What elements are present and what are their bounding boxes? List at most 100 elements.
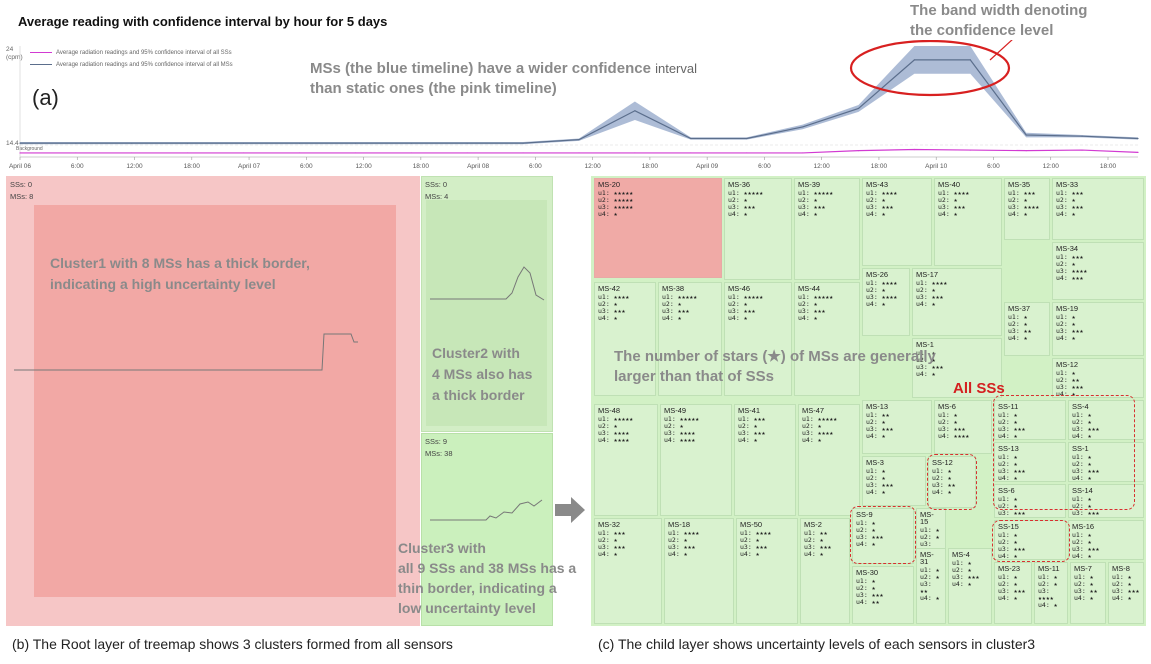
uncertainty-stars: u1: ★★ xyxy=(866,411,890,419)
x-tick-label: April 07 xyxy=(238,163,260,170)
uncertainty-stars: u4: ★ xyxy=(866,300,886,308)
sensor-name: MS-7 xyxy=(1074,564,1092,573)
sensor-cell-ms-40[interactable]: MS-40 u1: ★★★★ u2: ★ u3: ★★★ u4: ★ xyxy=(934,178,1002,266)
sensor-cell-ms-42[interactable]: MS-42 u1: ★★★★ u2: ★ u3: ★★★ u4: ★ xyxy=(594,282,656,396)
sensor-cell-ms-17[interactable]: MS-17 u1: ★★★★ u2: ★ u3: ★★★ u4: ★ xyxy=(912,268,1002,336)
x-tick-label: 12:00 xyxy=(355,163,372,170)
drilldown-arrow-icon xyxy=(555,497,585,523)
uncertainty-stars: u1: ★ xyxy=(998,531,1018,539)
sensor-cell-ms-46[interactable]: MS-46 u1: ★★★★★ u2: ★ u3: ★★★ u4: ★ xyxy=(724,282,792,396)
uncertainty-stars: u1: ★★★★★ xyxy=(728,293,764,301)
sensor-name: SS-13 xyxy=(998,444,1019,453)
sensor-cell-ms-13[interactable]: MS-13 u1: ★★ u2: ★ u3: ★★★ u4: ★ xyxy=(862,400,932,454)
sensor-cell-ms-50[interactable]: MS-50 u1: ★★★★ u2: ★ u3: ★★★ u4: ★ xyxy=(736,518,798,624)
legend-ss-swatch xyxy=(30,51,52,53)
uncertainty-stars: u1: ★★★★★ xyxy=(598,189,634,197)
uncertainty-stars: u3: ★★ xyxy=(932,481,956,489)
uncertainty-stars: u3: ★★★ xyxy=(1056,383,1084,391)
ms-point xyxy=(19,142,21,144)
uncertainty-stars: u4: ★ xyxy=(998,552,1018,560)
sensor-cell-ms-2[interactable]: MS-2 u1: ★★ u2: ★ u3: ★★★ u4: ★ xyxy=(800,518,850,624)
sensor-cell-ms-26[interactable]: MS-26 u1: ★★★★ u2: ★ u3: ★★★★ u4: ★ xyxy=(862,268,910,336)
sensor-cell-ms-1[interactable]: MS-1 u1: ★ u2: ★ u3: ★★★ u4: ★ xyxy=(912,338,1002,398)
uncertainty-stars: u3: ★★★★ xyxy=(1008,203,1040,211)
sensor-cell-ss-1[interactable]: SS-1 u1: ★ u2: ★ u3: ★★★ u4: ★ xyxy=(1068,442,1144,482)
uncertainty-stars: u3: ★★★★ xyxy=(598,429,630,437)
ms-point xyxy=(857,107,860,110)
sensor-cell-ss-12[interactable]: SS-12 u1: ★ u2: ★ u3: ★★ u4: ★ xyxy=(928,456,976,508)
sensor-cell-ms-43[interactable]: MS-43 u1: ★★★★ u2: ★ u3: ★★★ u4: ★ xyxy=(862,178,932,266)
uncertainty-stars: u3: ★★ xyxy=(1008,327,1032,335)
sensor-cell-ms-36[interactable]: MS-36 u1: ★★★★★ u2: ★ u3: ★★★ u4: ★ xyxy=(724,178,792,280)
sensor-cell-ms-48[interactable]: MS-48 u1: ★★★★★ u2: ★ u3: ★★★★ u4: ★★★★ xyxy=(594,404,658,516)
sensor-cell-ms-35[interactable]: MS-35 u1: ★★★ u2: ★ u3: ★★★★ u4: ★ xyxy=(1004,178,1050,240)
sensor-cell-ms-44[interactable]: MS-44 u1: ★★★★★ u2: ★ u3: ★★★ u4: ★ xyxy=(794,282,860,396)
legend-ms-label: Average radiation readings and 95% confi… xyxy=(56,62,233,68)
sensor-cell-ms-37[interactable]: MS-37 u1: ★ u2: ★ u3: ★★ u4: ★ xyxy=(1004,302,1050,356)
series-lines-group xyxy=(19,59,1139,154)
cluster3-ms-count: MSs: 38 xyxy=(425,449,453,458)
sensor-name: MS-34 xyxy=(1056,244,1079,253)
uncertainty-stars: u1: ★ xyxy=(1008,313,1028,321)
uncertainty-stars: u3: ★★★ xyxy=(1056,327,1084,335)
cluster1-inner xyxy=(34,205,396,597)
sensor-cell-ms-38[interactable]: MS-38 u1: ★★★★★ u2: ★ u3: ★★★ u4: ★ xyxy=(658,282,722,396)
band-annotation-line2: the confidence level xyxy=(910,22,1054,39)
sensor-cell-ms-7[interactable]: MS-7 u1: ★ u2: ★ u3: ★★ u4: ★ xyxy=(1070,562,1106,624)
uncertainty-stars: u4: ★ xyxy=(866,432,886,440)
sensor-cell-ss-4[interactable]: SS-4 u1: ★ u2: ★ u3: ★★★ u4: ★ xyxy=(1068,400,1144,440)
sensor-cell-ms-19[interactable]: MS-19 u1: ★ u2: ★ u3: ★★★ u4: ★ xyxy=(1052,302,1144,356)
sensor-cell-ms-23[interactable]: MS-23 u1: ★ u2: ★ u3: ★★★ u4: ★ xyxy=(994,562,1032,624)
uncertainty-stars: u4: ★ xyxy=(998,432,1018,440)
sensor-cell-ms-6[interactable]: MS-6 u1: ★ u2: ★ u3: ★★★ u4: ★★★★ xyxy=(934,400,992,454)
uncertainty-stars: u1: ★★★★ xyxy=(668,529,700,537)
ss15-highlight xyxy=(992,520,1070,562)
sensor-cell-ms-4[interactable]: MS-4 u1: ★ u2: ★ u3: ★★★ u4: ★ xyxy=(948,548,992,624)
sensor-name: MS-36 xyxy=(728,180,751,189)
sensor-cell-ms-11[interactable]: MS-11 u1: ★ u2: ★ u3: ★★★★ u4: ★ xyxy=(1034,562,1068,624)
cluster2-note-line3: a thick border xyxy=(432,387,525,403)
uncertainty-stars: u1: ★ xyxy=(1072,495,1092,503)
ss-point xyxy=(1137,151,1139,153)
sensor-cell-ms-49[interactable]: MS-49 u1: ★★★★★ u2: ★ u3: ★★★★ u4: ★★★★ xyxy=(660,404,732,516)
sensor-cell-ms-47[interactable]: MS-47 u1: ★★★★★ u2: ★ u3: ★★★★ u4: ★ xyxy=(798,404,860,516)
uncertainty-stars: u1: ★ xyxy=(866,467,886,475)
sensor-cell-ms-20[interactable]: MS-20 u1: ★★★★★ u2: ★★★★★ u3: ★★★★★ u4: ★ xyxy=(594,178,722,278)
sensor-cell-ss-11[interactable]: SS-11 u1: ★ u2: ★ u3: ★★★ u4: ★ xyxy=(994,400,1066,440)
uncertainty-stars: u2: ★ xyxy=(740,536,760,544)
uncertainty-stars: u3: ★★★★★ xyxy=(598,203,634,211)
sensor-cell-ss-6[interactable]: SS-6u1: ★u2: ★u3: ★★★u4: ★ xyxy=(994,484,1066,518)
uncertainty-stars: u4: ★ xyxy=(802,436,822,444)
sensor-cell-ss-13[interactable]: SS-13 u1: ★ u2: ★ u3: ★★★ u4: ★ xyxy=(994,442,1066,482)
uncertainty-stars: u2: ★ xyxy=(866,196,886,204)
uncertainty-stars: u4: ★ xyxy=(916,300,936,308)
uncertainty-stars: u3: ★★★ xyxy=(998,509,1026,517)
ms-point xyxy=(969,59,971,61)
uncertainty-stars: u2: ★ xyxy=(1072,460,1092,468)
x-tick-label: 12:00 xyxy=(584,163,601,170)
uncertainty-stars: u2: ★ xyxy=(938,418,958,426)
cluster3-note-line4: low uncertainty level xyxy=(398,600,536,616)
uncertainty-stars: u3: ★★★ xyxy=(662,307,690,315)
uncertainty-stars: u1: ★★★★ xyxy=(866,279,898,287)
sensor-cell-ms-41[interactable]: MS-41 u1: ★★★ u2: ★ u3: ★★★ u4: ★ xyxy=(734,404,796,516)
sensor-cell-ms-3[interactable]: MS-3 u1: ★ u2: ★ u3: ★★★ u4: ★ xyxy=(862,456,926,506)
uncertainty-stars: u1: ★★★★★ xyxy=(798,293,834,301)
sensor-cell-ss-15[interactable]: SS-15 u1: ★ u2: ★ u3: ★★★ u4: ★ xyxy=(994,520,1066,560)
sensor-cell-ms-18[interactable]: MS-18 u1: ★★★★ u2: ★ u3: ★★★ u4: ★ xyxy=(664,518,734,624)
sensor-cell-ms-30[interactable]: MS-30 u1: ★ u2: ★ u3: ★★★ u4: ★★ xyxy=(852,566,914,624)
sensor-cell-ms-32[interactable]: MS-32 u1: ★★★ u2: ★ u3: ★★★ u4: ★ xyxy=(594,518,662,624)
sensor-cell-ms-39[interactable]: MS-39 u1: ★★★★★ u2: ★ u3: ★★★ u4: ★ xyxy=(794,178,860,280)
sensor-cell-ms-8[interactable]: MS-8 u1: ★ u2: ★ u3: ★★★ u4: ★ xyxy=(1108,562,1144,624)
sensor-cell-ms-34[interactable]: MS-34 u1: ★★★ u2: ★ u3: ★★★★ u4: ★★★ xyxy=(1052,242,1144,300)
uncertainty-stars: u2: ★ xyxy=(1112,580,1132,588)
uncertainty-stars: u3: ★★ xyxy=(1074,587,1098,595)
sensor-cell-ms-33[interactable]: MS-33 u1: ★★★ u2: ★ u3: ★★★ u4: ★ xyxy=(1052,178,1144,240)
sensor-cell-ms-16[interactable]: MS-16 u1: ★ u2: ★ u3: ★★★ u4: ★ xyxy=(1068,520,1144,560)
sensor-cell-ms-31[interactable]: MS-31 u1: ★ u2: ★ u3: ★★ u4: ★ xyxy=(916,548,946,624)
sensor-cell-ms-12[interactable]: MS-12 u1: ★ u2: ★★ u3: ★★★ u4: ★ xyxy=(1052,358,1144,398)
ms-point xyxy=(1081,135,1083,137)
uncertainty-stars: u2: ★ xyxy=(1056,196,1076,204)
cluster3-rect[interactable] xyxy=(421,433,553,626)
